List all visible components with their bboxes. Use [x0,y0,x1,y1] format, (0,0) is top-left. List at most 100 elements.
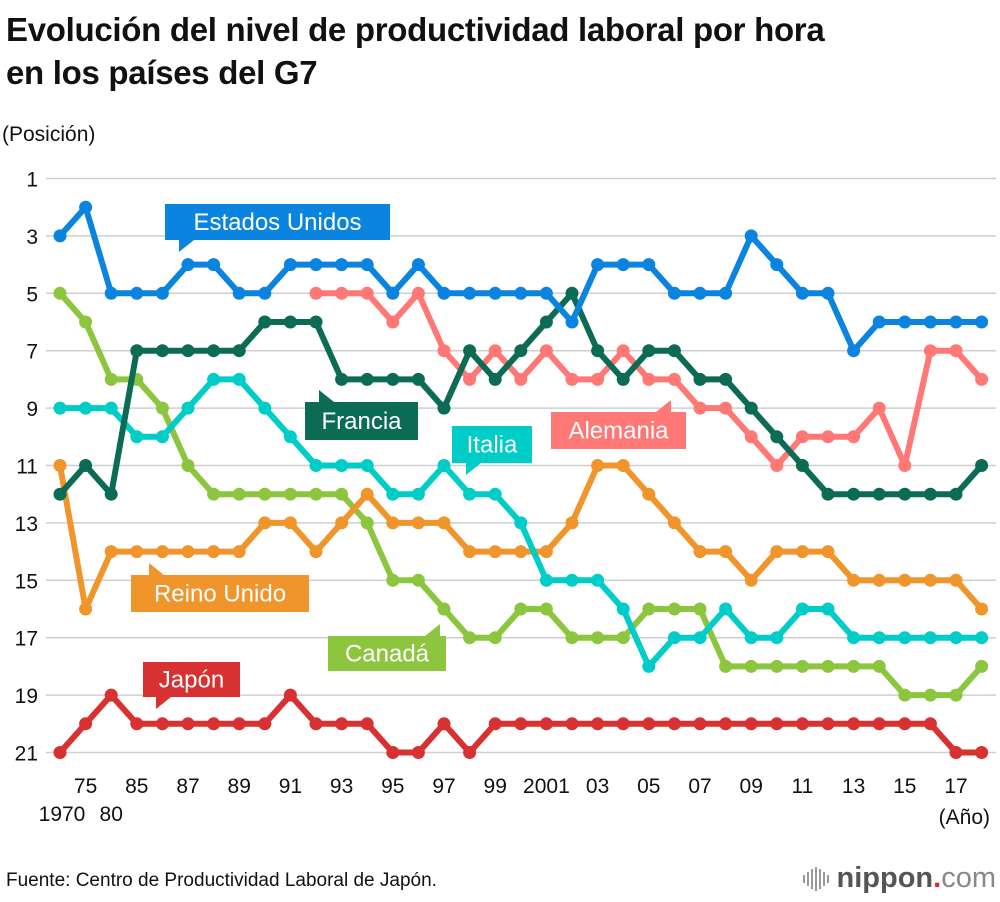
data-point [463,286,477,300]
data-point [923,688,937,702]
x-tick-label: 09 [740,775,763,798]
data-point [770,545,784,559]
data-point [539,602,553,616]
label-pointer [466,463,481,475]
data-point [949,573,963,587]
data-point [565,372,579,386]
data-point [795,717,809,731]
data-point [872,401,886,415]
data-point [539,344,553,358]
label-box [305,402,418,440]
data-point [744,631,758,645]
data-point [898,487,912,501]
data-point [488,631,502,645]
data-point [795,459,809,472]
data-point [181,459,195,472]
series-estados-unidos [53,200,989,358]
data-point [821,602,835,616]
x-tick-label: 85 [125,775,148,798]
data-point [821,430,835,444]
data-point [309,487,323,501]
data-point [975,315,989,329]
data-point [386,487,400,501]
data-point [309,717,323,731]
data-point [591,258,605,272]
data-point [770,631,784,645]
data-point [514,372,528,386]
y-tick-label: 13 [15,513,38,536]
data-point [232,717,246,731]
label-box [131,575,309,612]
label-text: Alemania [568,418,669,445]
data-point [565,631,579,645]
data-point [258,401,272,415]
data-point [104,401,118,415]
data-point [539,286,553,300]
chart-title: Evolución del nivel de productividad lab… [6,8,996,94]
data-point [309,258,323,272]
data-point [514,344,528,358]
data-point [130,545,144,559]
data-point [898,315,912,329]
x-tick-label: 99 [484,775,507,798]
data-point [591,717,605,731]
data-point [53,229,67,243]
data-point [949,688,963,702]
x-tick-labels: 75 85 87 89 91 93 95 97 99 2001 03 05 07 09 11 13 15 17 19… [39,775,968,826]
data-point [411,516,425,530]
data-point [821,659,835,673]
data-point [437,459,451,472]
x-tick-label: 93 [330,775,353,798]
label-pointer [156,697,171,709]
data-point [411,286,425,300]
series-alemania [309,286,989,472]
data-point [437,602,451,616]
data-point [847,344,861,358]
data-point [155,286,169,300]
data-point [437,516,451,530]
data-point [565,717,579,731]
data-point [104,487,118,501]
data-point [693,401,707,415]
data-point [335,459,349,472]
data-point [847,487,861,501]
data-point [795,602,809,616]
data-point [539,573,553,587]
data-point [591,459,605,472]
data-point [309,286,323,300]
data-point [872,315,886,329]
data-point [898,573,912,587]
data-point [79,717,93,731]
data-point [693,631,707,645]
data-point [207,258,221,272]
data-point [437,717,451,731]
data-point [975,631,989,645]
label-alemania: Alemania [551,400,686,449]
data-point [488,717,502,731]
data-point [181,258,195,272]
data-point [821,545,835,559]
data-point [616,602,630,616]
data-point [283,688,297,702]
data-point [181,401,195,415]
data-point [335,258,349,272]
data-point [821,286,835,300]
x-axis-label: (Año) [938,806,990,829]
data-point [335,487,349,501]
data-point [898,631,912,645]
data-point [463,631,477,645]
data-point [770,258,784,272]
data-point [360,487,374,501]
data-point [821,717,835,731]
data-point [488,487,502,501]
label-box [165,204,390,240]
sound-bars-icon [802,866,829,891]
data-point [770,430,784,444]
label-text: Reino Unido [154,581,286,608]
data-point [53,459,67,472]
logo-dot: . [933,862,942,894]
data-point [283,258,297,272]
data-point [130,286,144,300]
label-text: Estados Unidos [193,209,361,236]
data-point [181,545,195,559]
